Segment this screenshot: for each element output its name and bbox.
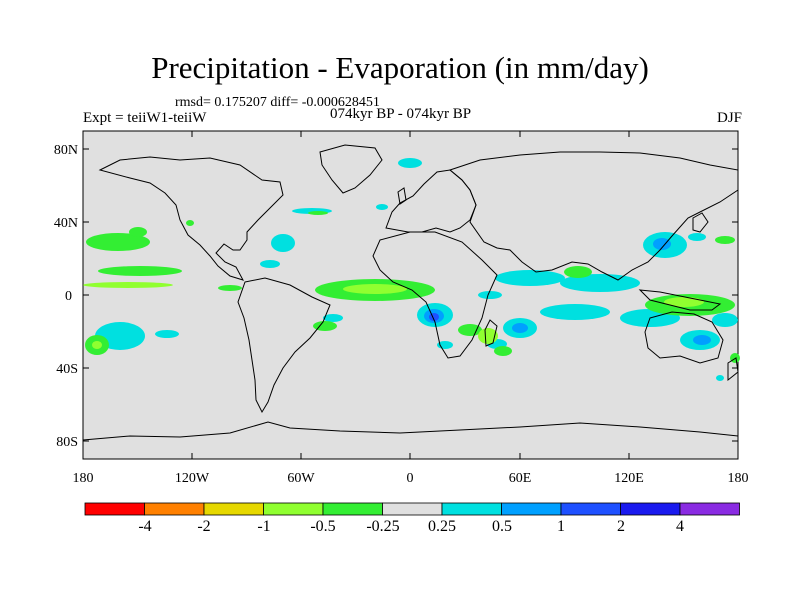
lat-tick-label: 40N [54, 216, 78, 231]
colorbar-label: -0.5 [310, 518, 336, 535]
colorbar-label: -1 [257, 518, 271, 535]
lat-tick-label: 80N [54, 143, 78, 158]
chart-title: Precipitation - Evaporation (in mm/day) [151, 50, 649, 85]
colorbar-swatch [263, 502, 324, 516]
lon-tick-label: 120W [175, 471, 210, 486]
period-label: 074kyr BP - 074kyr BP [330, 106, 472, 122]
negative-anomaly-regions [83, 211, 740, 363]
colorbar-label: 0.25 [428, 518, 456, 535]
lon-tick-label: 120E [614, 471, 644, 486]
colorbar-swatch [203, 502, 264, 516]
colorbar-swatch [620, 502, 681, 516]
lon-tick-label: 180 [73, 471, 94, 486]
lon-tick-label: 180 [728, 471, 749, 486]
axis-ticks [83, 131, 738, 459]
colorbar-swatch [501, 502, 562, 516]
colorbar-label: -0.25 [366, 518, 400, 535]
colorbar-label: 0.5 [492, 518, 512, 535]
colorbar-swatch [382, 502, 443, 516]
positive-anomaly-regions [95, 158, 738, 381]
coastlines [82, 144, 739, 441]
colorbar-swatch [679, 502, 740, 516]
lon-tick-labels: 180 120W 60W 0 60E 120E 180 [73, 471, 749, 486]
season-label: DJF [716, 110, 742, 126]
colorbar [84, 502, 740, 516]
colorbar-swatch [322, 502, 383, 516]
experiment-label: Expt = teiiW1-teiiW [83, 110, 207, 126]
lon-tick-label: 60W [287, 471, 315, 486]
colorbar-swatch [84, 502, 145, 516]
colorbar-label: 1 [557, 518, 565, 535]
colorbar-label: -4 [138, 518, 152, 535]
colorbar-label: -2 [197, 518, 211, 535]
colorbar-label: 2 [617, 518, 625, 535]
colorbar-swatch [560, 502, 621, 516]
colorbar-swatch [441, 502, 502, 516]
lat-tick-labels: 80N 40N 0 40S 80S [54, 143, 78, 450]
lon-tick-label: 0 [407, 471, 414, 486]
colorbar-swatch [144, 502, 205, 516]
lat-tick-label: 80S [56, 435, 78, 450]
lat-tick-label: 40S [56, 362, 78, 377]
colorbar-label: 4 [676, 518, 684, 535]
lon-tick-label: 60E [509, 471, 532, 486]
lat-tick-label: 0 [65, 289, 72, 304]
stats-line: rmsd= 0.175207 diff= -0.000628451 [175, 95, 380, 110]
